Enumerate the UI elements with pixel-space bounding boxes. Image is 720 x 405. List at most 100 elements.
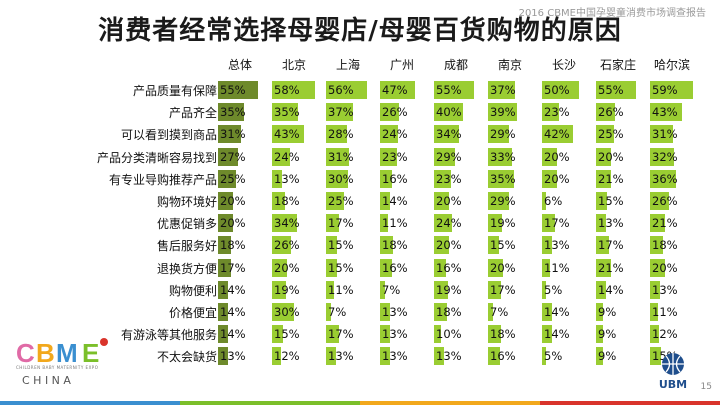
value-bar: [380, 103, 400, 122]
data-cell: 15%: [326, 258, 378, 277]
data-cell: 15%: [596, 192, 648, 210]
data-cell: 20%: [272, 258, 324, 277]
value-bar: [326, 347, 336, 366]
value-bar: [380, 125, 398, 144]
value-label: 17%: [490, 282, 516, 297]
column-header: 成都: [443, 58, 468, 72]
cbme-logo: C B M E CHILDREN BABY MATERNITY EXPO C H…: [12, 332, 112, 392]
row-label: 可以看到摸到商品: [120, 128, 217, 143]
value-label: 33%: [490, 149, 516, 164]
value-label: 16%: [382, 260, 408, 275]
value-bar: [542, 125, 573, 144]
value-bar: [272, 347, 281, 366]
data-cell: 23%: [542, 103, 594, 122]
value-bar: [434, 192, 449, 210]
value-bar: [218, 81, 259, 99]
table-row: 售后服务好 18% 26% 15% 18% 20% 15% 13% 17% 18%: [0, 234, 720, 256]
value-bar: [650, 280, 660, 299]
value-label: 21%: [598, 260, 624, 275]
data-cell: 50%: [542, 81, 594, 99]
chart-title: 消费者经常选择母婴店/母婴百货购物的原因: [98, 16, 622, 46]
data-cell: 18%: [272, 192, 324, 210]
value-bar: [272, 258, 287, 277]
value-label: 14%: [544, 327, 570, 342]
row-label: 价格便宜: [168, 306, 217, 320]
data-cell: 27%: [218, 147, 270, 166]
value-label: 11%: [382, 216, 408, 231]
value-label: 19%: [490, 216, 516, 231]
row-label: 购物便利: [168, 283, 217, 298]
value-bar: [218, 147, 238, 166]
data-cell: 29%: [488, 125, 540, 144]
data-cell: 14%: [596, 280, 648, 299]
value-label: 34%: [436, 127, 462, 142]
value-bar: [326, 103, 354, 122]
value-bar: [380, 258, 392, 277]
data-cell: 14%: [218, 303, 270, 321]
value-bar: [596, 103, 616, 122]
data-cell: 13%: [596, 214, 648, 233]
value-label: 29%: [490, 127, 516, 142]
value-bar: [218, 325, 229, 344]
data-cell: 25%: [596, 125, 648, 144]
value-label: 21%: [652, 216, 678, 231]
data-cell: 21%: [596, 258, 648, 277]
data-cell: 13%: [542, 236, 594, 255]
value-bar: [272, 325, 283, 344]
data-cell: 11%: [650, 303, 702, 321]
value-bar: [596, 236, 609, 255]
data-cell: 26%: [272, 236, 324, 255]
value-bar: [542, 347, 546, 366]
value-bar: [326, 258, 337, 277]
value-label: 13%: [598, 216, 624, 231]
value-bar: [272, 169, 282, 188]
table-row: 退换货方便 17% 20% 15% 16% 16% 20% 11% 21% 20%: [0, 257, 720, 279]
value-bar: [650, 81, 694, 99]
value-label: 28%: [328, 127, 354, 142]
data-cell: 13%: [380, 325, 432, 344]
data-cell: 6%: [542, 192, 594, 210]
value-bar: [542, 81, 579, 99]
value-bar: [272, 214, 297, 233]
value-bar: [650, 125, 673, 144]
value-label: 37%: [490, 83, 516, 97]
value-label: 14%: [220, 282, 246, 297]
data-cell: 17%: [488, 280, 540, 299]
value-label: 23%: [436, 171, 462, 186]
value-label: 30%: [274, 305, 300, 319]
data-cell: 30%: [326, 169, 378, 188]
value-label: 19%: [274, 282, 300, 297]
value-bar: [488, 169, 514, 188]
value-bar: [488, 347, 500, 366]
value-label: 16%: [436, 260, 462, 275]
value-bar: [272, 192, 286, 210]
value-label: 18%: [382, 238, 408, 253]
data-cell: 59%: [650, 81, 702, 99]
data-cell: 56%: [326, 81, 378, 99]
value-label: 20%: [652, 260, 678, 275]
data-cell: 11%: [542, 258, 594, 277]
value-label: 13%: [328, 349, 354, 364]
data-cell: 20%: [596, 147, 648, 166]
color-band-segment: [0, 401, 180, 405]
value-label: 13%: [382, 305, 408, 319]
value-label: 15%: [274, 327, 300, 342]
data-cell: 55%: [434, 81, 486, 99]
value-bar: [380, 347, 390, 366]
value-bar: [272, 236, 292, 255]
value-label: 43%: [274, 127, 300, 142]
value-label: 26%: [274, 238, 300, 253]
value-label: 29%: [490, 194, 516, 208]
value-bar: [488, 325, 502, 344]
value-bar: [488, 103, 517, 122]
data-cell: 23%: [380, 147, 432, 166]
value-bar: [488, 214, 502, 233]
value-label: 5%: [544, 282, 563, 297]
value-label: 7%: [490, 305, 509, 319]
color-band-segment: [360, 401, 540, 405]
data-cell: 32%: [650, 147, 702, 166]
value-bar: [650, 214, 666, 233]
value-label: 7%: [328, 305, 347, 319]
value-bar: [650, 347, 661, 366]
value-bar: [542, 258, 551, 277]
